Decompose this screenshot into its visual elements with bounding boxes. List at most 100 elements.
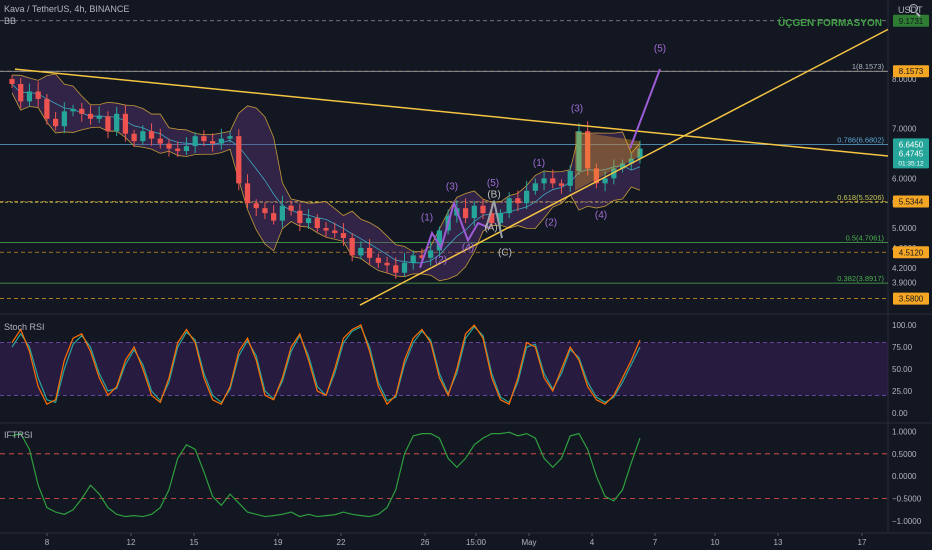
price-tag [893,65,929,78]
candle-body[interactable] [9,79,15,85]
search-icon[interactable] [908,3,922,17]
x-tick-label: 15 [190,538,199,547]
wave-label: (2) [545,218,557,229]
fib-level-label: 1(8.1573) [852,62,885,71]
candle-body[interactable] [114,113,120,132]
candle-body[interactable] [401,262,408,273]
candle-body[interactable] [480,205,486,214]
candle-body[interactable] [218,138,224,144]
triangle-fill [575,131,640,191]
wave-5-projection[interactable] [629,68,661,149]
bollinger-upper-band[interactable] [11,73,641,253]
x-tick-label: 22 [337,538,346,547]
candle-body[interactable] [497,213,504,224]
iftrsi-label[interactable]: IFTRSI [4,430,33,440]
candle-body[interactable] [489,213,495,224]
candle-body[interactable] [61,111,67,127]
candle-body[interactable] [262,208,268,214]
candle-body[interactable] [271,213,277,221]
wave-label: (A) [484,223,497,234]
candle-body[interactable] [384,262,390,266]
candle-body[interactable] [393,265,399,273]
candle-body[interactable] [567,170,573,186]
candle-body[interactable] [619,163,626,169]
candle-body[interactable] [227,136,233,139]
price-tick-label: 3.9000 [892,279,917,288]
candle-body[interactable] [201,136,207,142]
candle-body[interactable] [428,250,434,258]
candle-body[interactable] [87,113,94,119]
abc-correction-path[interactable] [485,200,503,239]
candle-body[interactable] [279,205,286,221]
wave-label: (4) [462,242,474,253]
candle-body[interactable] [297,210,303,224]
price-tick-label: 7.0000 [892,125,917,134]
candle-body[interactable] [96,116,102,119]
candle-body[interactable] [253,203,259,209]
candle-body[interactable] [105,116,111,132]
candle-body[interactable] [323,228,329,231]
candle-body[interactable] [288,205,294,211]
fib-level-label: 0.5(4.7061) [846,234,885,243]
candle-body[interactable] [436,230,443,251]
candle-body[interactable] [175,148,181,152]
candle-body[interactable] [148,131,155,139]
candle-body[interactable] [305,218,312,224]
candle-body[interactable] [349,237,355,256]
candle-body[interactable] [192,136,198,147]
candle-body[interactable] [523,190,530,204]
candle-body[interactable] [79,108,85,114]
candle-body[interactable] [244,183,251,204]
candle-body[interactable] [157,138,163,144]
candle-body[interactable] [558,183,565,186]
candle-body[interactable] [593,168,600,184]
stoch-tick-label: 0.00 [892,409,908,418]
candle-body[interactable] [375,257,381,263]
candle-body[interactable] [314,218,320,229]
candle-body[interactable] [122,113,129,134]
ascending-trendline[interactable] [359,28,889,306]
stoch-k-line[interactable] [11,324,641,406]
candle-body[interactable] [332,230,338,234]
candle-body[interactable] [506,198,512,214]
candle-body[interactable] [541,178,547,184]
candle-body[interactable] [44,98,50,119]
candle-body[interactable] [236,136,242,184]
candle-body[interactable] [576,131,582,171]
candle-body[interactable] [637,148,643,159]
candle-body[interactable] [532,183,538,191]
candle-body[interactable] [419,255,425,258]
candle-body[interactable] [340,233,347,238]
candle-body[interactable] [18,84,24,102]
candle-body[interactable] [183,146,190,152]
ift-tick-label: 0.0000 [892,472,917,481]
candle-body[interactable] [550,178,556,184]
candle-body[interactable] [585,131,591,169]
x-tick-label: 26 [421,538,430,547]
candle-body[interactable] [209,141,216,144]
bb-indicator-label[interactable]: BB [4,16,17,26]
stoch-tick-label: 100.00 [892,321,917,330]
candle-body[interactable] [166,143,172,149]
candle-body[interactable] [611,168,617,179]
candle-body[interactable] [471,205,477,219]
x-tick-label: 15:00 [466,538,487,547]
candle-body[interactable] [35,91,41,99]
candle-body[interactable] [140,131,146,142]
candle-body[interactable] [602,178,608,184]
candle-body[interactable] [366,247,373,258]
ift-line[interactable] [11,431,641,518]
candle-body[interactable] [70,108,76,112]
candle-body[interactable] [131,133,137,142]
candle-body[interactable] [515,198,521,204]
candle-body[interactable] [26,91,33,102]
candle-body[interactable] [628,158,634,164]
elliott-wave-path[interactable] [419,200,491,269]
candle-body[interactable] [410,255,416,263]
candle-body[interactable] [358,247,364,256]
candle-body[interactable] [462,208,469,219]
descending-trendline[interactable] [14,68,889,157]
stoch-rsi-label[interactable]: Stoch RSI [4,322,45,332]
candle-body[interactable] [52,118,59,127]
